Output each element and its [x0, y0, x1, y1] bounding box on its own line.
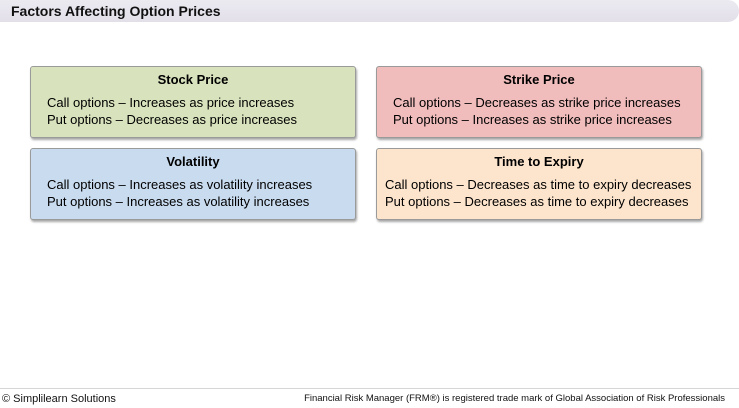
title-bar: Factors Affecting Option Prices [0, 0, 739, 22]
card-title: Volatility [166, 154, 220, 169]
call-options-text: Call options – Increases as price increa… [47, 95, 295, 110]
put-options-text: Put options – Decreases as price increas… [47, 112, 298, 127]
card-time-to-expiry: Time to Expiry Call options – Decreases … [376, 148, 702, 220]
put-options-text: Put options – Increases as volatility in… [47, 194, 310, 209]
card-stock-price: Stock Price Call options – Increases as … [30, 66, 356, 138]
footer-copyright: © Simplilearn Solutions [2, 393, 116, 405]
call-options-text: Call options – Decreases as strike price… [393, 95, 681, 110]
page-title: Factors Affecting Option Prices [11, 3, 221, 19]
card-strike-price: Strike Price Call options – Decreases as… [376, 66, 702, 138]
footer-trademark: Financial Risk Manager (FRM®) is registe… [304, 393, 725, 404]
put-options-text: Put options – Increases as strike price … [393, 112, 672, 127]
call-options-text: Call options – Decreases as time to expi… [385, 177, 692, 192]
card-volatility: Volatility Call options – Increases as v… [30, 148, 356, 220]
card-title: Strike Price [503, 72, 575, 87]
call-options-text: Call options – Increases as volatility i… [47, 177, 313, 192]
footer-divider [0, 388, 739, 389]
card-title: Stock Price [157, 72, 229, 87]
put-options-text: Put options – Decreases as time to expir… [385, 194, 689, 209]
card-title: Time to Expiry [494, 154, 584, 169]
